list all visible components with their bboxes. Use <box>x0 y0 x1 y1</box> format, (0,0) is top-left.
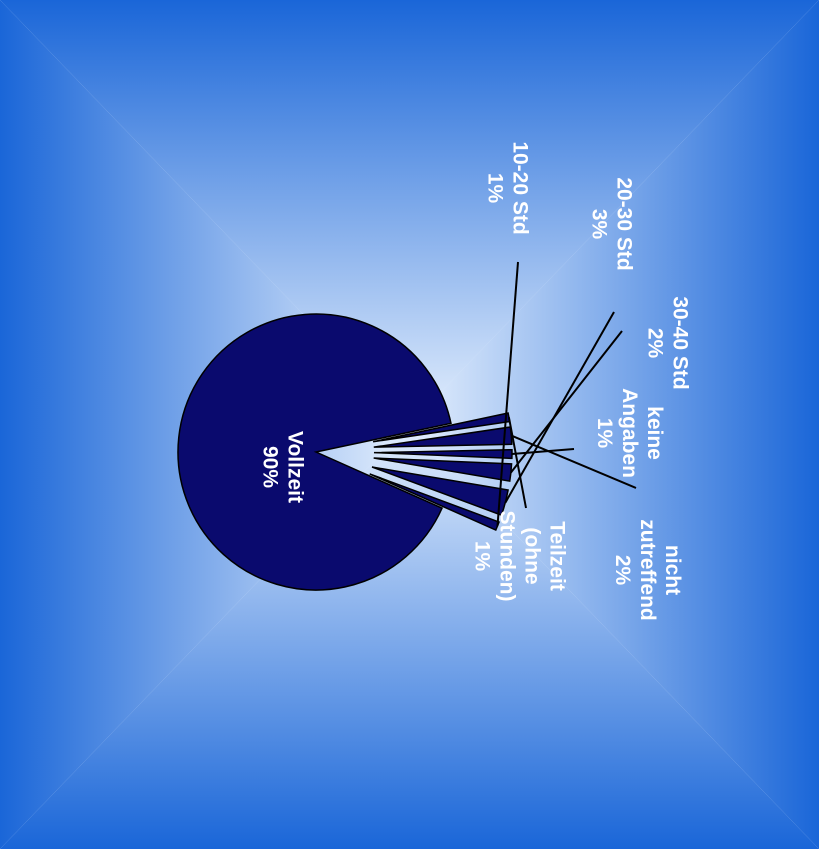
slice-labels: Vollzeit90% Teilzeit(ohneStunden)1% nichtz… <box>259 141 692 620</box>
pie-slice-vollzeit <box>177 313 452 591</box>
slice-label-30-40-std: 30-40 Std2% <box>644 296 692 389</box>
leader-lines <box>496 261 637 527</box>
pie-slices <box>177 313 513 591</box>
slice-label-nicht-zutreffend: nichtzutreffend2% <box>611 519 684 621</box>
slice-label-vollzeit: Vollzeit90% <box>259 431 307 503</box>
slice-label-teilzeit-ohne-stunden: Teilzeit(ohneStunden)1% <box>471 511 569 602</box>
leader-line-10-20-std <box>496 261 519 527</box>
leader-line-20-30-std <box>504 311 615 504</box>
pie-slice-30-40-std <box>373 457 513 482</box>
slice-label-20-30-std: 20-30 Std3% <box>588 177 636 270</box>
slice-label-10-20-std: 10-20 Std1% <box>484 141 532 234</box>
leader-line-keine-angaben <box>511 448 575 456</box>
slice-label-keine-angaben: keineAngaben1% <box>593 388 666 478</box>
leader-line-30-40-std <box>510 330 623 474</box>
